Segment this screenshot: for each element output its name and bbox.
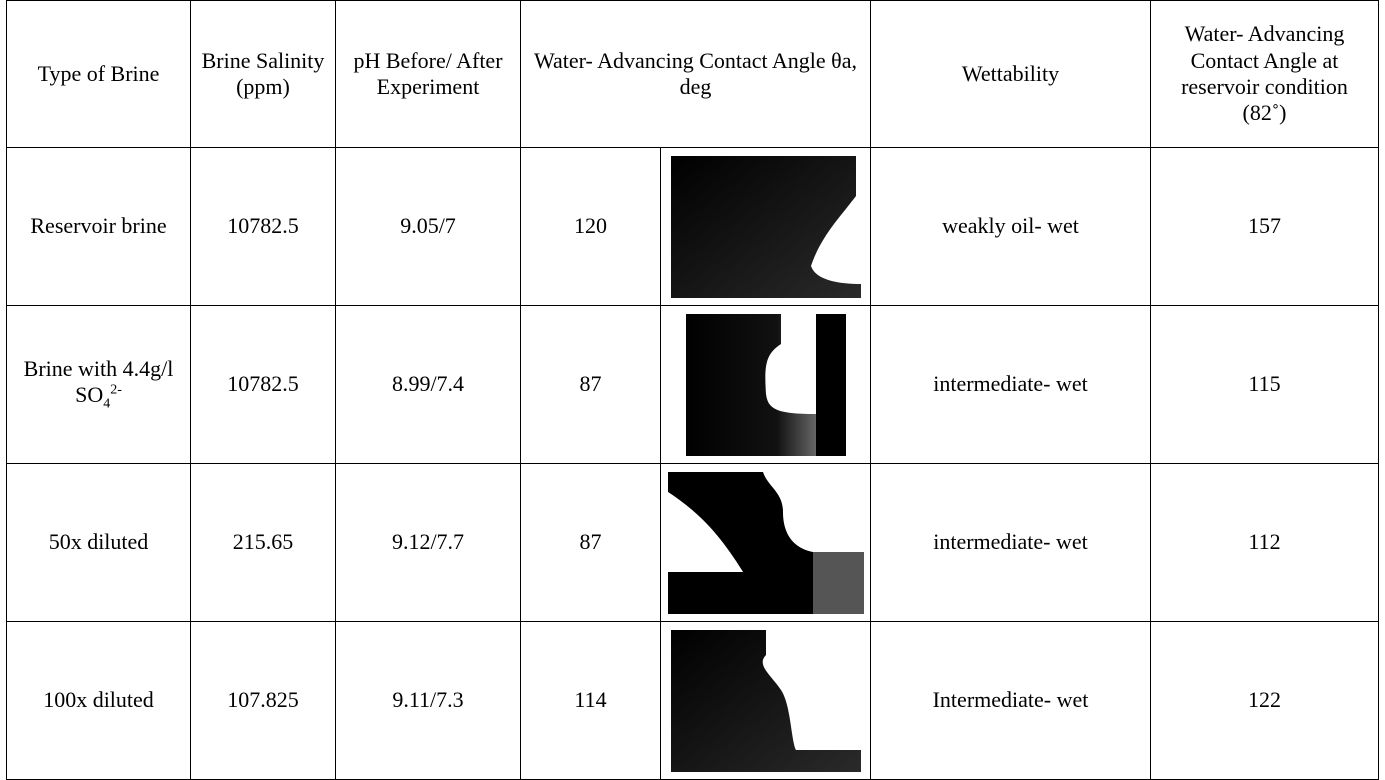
cell: 9.05/7 <box>335 147 521 306</box>
cell: intermediate- wet <box>870 305 1151 464</box>
row: Reservoir brine 10782.5 9.05/7 120 weakl… <box>6 147 1379 306</box>
cell: 122 <box>1150 621 1379 780</box>
header-cell: Brine Salinity (ppm) <box>190 0 336 148</box>
cell: 115 <box>1150 305 1379 464</box>
cell: 10782.5 <box>190 305 336 464</box>
header-cell: Water- Advancing Contact Angle at reserv… <box>1150 0 1379 148</box>
cell: 87 <box>520 305 661 464</box>
cell: 120 <box>520 147 661 306</box>
droplet-image <box>667 471 864 614</box>
data-table: Type of Brine Brine Salinity (ppm) pH Be… <box>6 0 1379 780</box>
header-row: Type of Brine Brine Salinity (ppm) pH Be… <box>6 0 1379 148</box>
cell: weakly oil- wet <box>870 147 1151 306</box>
cell: 100x diluted <box>6 621 191 780</box>
droplet-image <box>670 155 861 298</box>
droplet-image <box>670 629 861 772</box>
image-cell <box>660 305 871 464</box>
image-cell <box>660 621 871 780</box>
header-cell: pH Before/ After Experiment <box>335 0 521 148</box>
image-cell <box>660 463 871 622</box>
cell: 215.65 <box>190 463 336 622</box>
cell: 87 <box>520 463 661 622</box>
droplet-image <box>685 313 846 456</box>
cell: 107.825 <box>190 621 336 780</box>
row: 100x diluted 107.825 9.11/7.3 114 Interm… <box>6 621 1379 780</box>
cell: 9.12/7.7 <box>335 463 521 622</box>
cell: intermediate- wet <box>870 463 1151 622</box>
cell: 50x diluted <box>6 463 191 622</box>
image-cell <box>660 147 871 306</box>
cell: 9.11/7.3 <box>335 621 521 780</box>
header-cell: Type of Brine <box>6 0 191 148</box>
subscript: 4 <box>103 396 111 412</box>
cell: 8.99/7.4 <box>335 305 521 464</box>
row: 50x diluted 215.65 9.12/7.7 87 intermedi… <box>6 463 1379 622</box>
cell-text: Brine with 4.4g/l SO <box>23 355 174 408</box>
cell: 114 <box>520 621 661 780</box>
header-cell: Wettability <box>870 0 1151 148</box>
cell: 112 <box>1150 463 1379 622</box>
cell: Reservoir brine <box>6 147 191 306</box>
cell: 157 <box>1150 147 1379 306</box>
cell: 10782.5 <box>190 147 336 306</box>
superscript: 2- <box>110 382 122 398</box>
cell: Intermediate- wet <box>870 621 1151 780</box>
cell: Brine with 4.4g/l SO42- <box>6 305 191 464</box>
header-cell: Water- Advancing Contact Angle θa, deg <box>520 0 871 148</box>
row: Brine with 4.4g/l SO42- 10782.5 8.99/7.4… <box>6 305 1379 464</box>
